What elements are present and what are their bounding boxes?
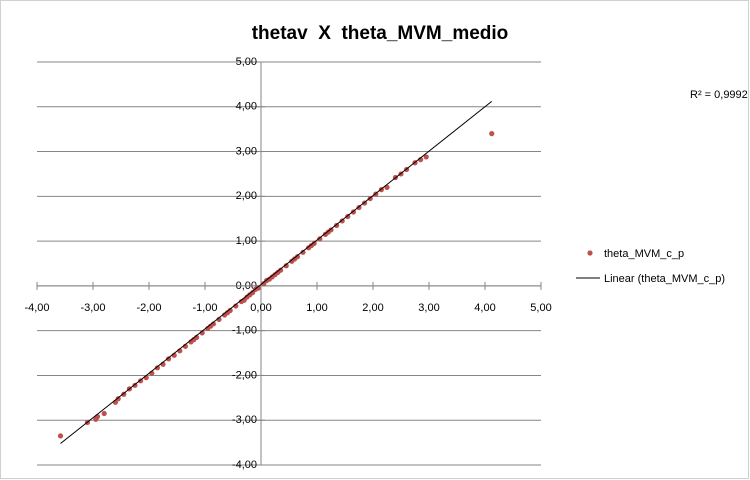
data-point	[233, 303, 239, 309]
chart-title: thetav X theta_MVM_medio	[252, 23, 509, 44]
data-point	[255, 285, 261, 291]
data-point	[101, 410, 107, 417]
data-point	[227, 307, 233, 314]
x-tick-label: 3,00	[418, 302, 439, 314]
y-tick-label: 4,00	[236, 101, 257, 113]
data-point	[489, 131, 495, 137]
legend-label: theta_MVM_c_p	[604, 248, 684, 260]
x-tick-label: 4,00	[474, 302, 495, 314]
data-point	[317, 236, 323, 242]
x-tick-label: -4,00	[24, 302, 49, 314]
data-point	[294, 254, 300, 260]
trendline	[60, 101, 493, 444]
x-tick-label: 0,00	[250, 302, 271, 314]
legend-label: Linear (theta_MVM_c_p)	[604, 273, 725, 285]
data-point	[166, 356, 172, 362]
data-point	[339, 218, 345, 224]
x-tick-label: 1,00	[306, 302, 327, 314]
data-point	[334, 222, 340, 229]
data-point	[328, 227, 334, 233]
y-tick-label: 5,00	[236, 56, 257, 68]
data-point	[311, 240, 317, 246]
data-point	[115, 396, 121, 402]
data-point	[283, 263, 289, 269]
y-tick-label: -2,00	[232, 369, 257, 381]
x-tick-label: 5,00	[530, 302, 551, 314]
y-tick-label: -3,00	[232, 414, 257, 426]
y-tick-label: 1,00	[236, 235, 257, 247]
r-squared-label: R² = 0,9992	[690, 89, 748, 101]
data-point	[154, 365, 160, 371]
y-tick-label: -1,00	[232, 325, 257, 337]
data-point	[57, 433, 64, 439]
x-tick-label: -1,00	[192, 302, 217, 314]
x-tick-label: -2,00	[136, 302, 161, 314]
x-tick-label: -3,00	[80, 302, 105, 314]
data-point	[121, 391, 127, 397]
y-tick-label: -4,00	[232, 459, 257, 471]
legend-marker	[587, 250, 593, 256]
x-tick-label: 2,00	[362, 302, 383, 314]
data-point	[423, 154, 429, 160]
data-point	[300, 249, 306, 255]
y-tick-label: 2,00	[236, 190, 257, 202]
y-tick-label: 3,00	[236, 145, 257, 157]
data-point	[278, 267, 284, 273]
